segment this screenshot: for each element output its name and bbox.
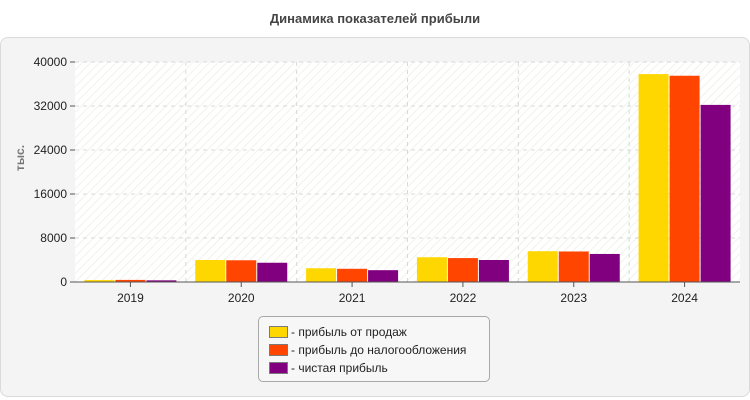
chart-title: Динамика показателей прибыли (269, 11, 481, 26)
x-tick-label: 2021 (339, 291, 366, 305)
bar (115, 279, 146, 282)
bar (447, 258, 478, 282)
legend-label: - прибыль от продаж (291, 325, 407, 339)
legend: - прибыль от продаж - прибыль до налогооб… (258, 316, 490, 382)
bar (700, 104, 731, 283)
bar (368, 270, 399, 282)
x-tick-label: 2023 (560, 291, 587, 305)
bar (257, 262, 288, 282)
y-tick-label: 8000 (40, 231, 67, 245)
legend-item: - прибыль от продаж (269, 323, 489, 341)
legend-item: - прибыль до налогообложения (269, 341, 489, 359)
bar (306, 268, 337, 282)
legend-label: - чистая прибыль (291, 361, 388, 375)
legend-swatch (269, 362, 288, 374)
bar (226, 260, 257, 282)
bar (195, 260, 226, 282)
bar (478, 260, 509, 282)
bar (669, 75, 700, 282)
bar (527, 251, 558, 282)
legend-swatch (269, 326, 288, 338)
y-tick-label: 0 (60, 275, 67, 289)
legend-label: - прибыль до налогообложения (291, 343, 467, 357)
plot-background (75, 62, 740, 282)
bar (416, 257, 447, 282)
x-tick-label: 2019 (117, 291, 144, 305)
legend-swatch (269, 344, 288, 356)
bar (638, 74, 669, 282)
x-tick-label: 2020 (228, 291, 255, 305)
x-tick-label: 2022 (450, 291, 477, 305)
y-tick-label: 32000 (34, 99, 68, 113)
bar (558, 251, 589, 282)
bar (589, 253, 620, 282)
y-tick-label: 24000 (34, 143, 68, 157)
bar (84, 280, 115, 282)
bar (146, 280, 177, 282)
legend-item: - чистая прибыль (269, 359, 489, 377)
bar (337, 268, 368, 282)
y-axis-label: тыс. (13, 145, 27, 171)
y-tick-label: 16000 (34, 187, 68, 201)
y-tick-label: 40000 (34, 55, 68, 69)
x-tick-label: 2024 (671, 291, 698, 305)
